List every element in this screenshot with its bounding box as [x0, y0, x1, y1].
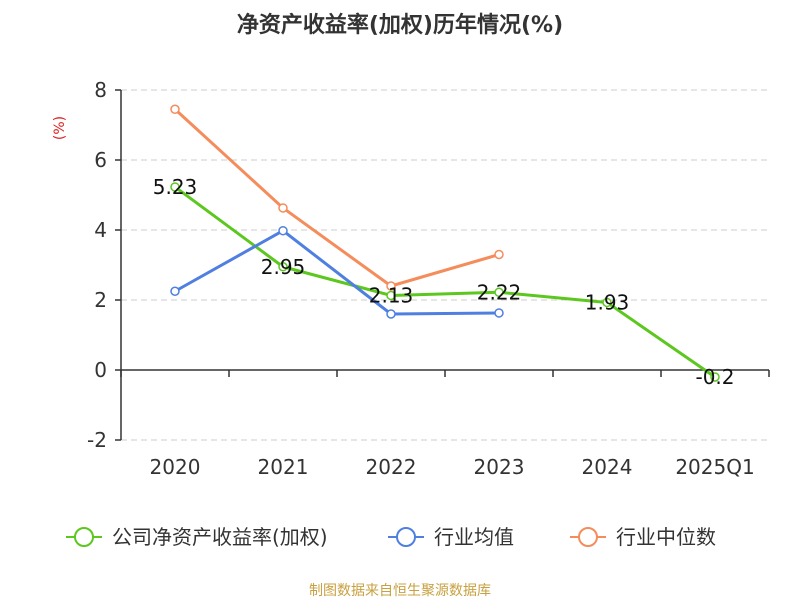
data-label: 2.13 — [369, 283, 414, 307]
source-note: 制图数据来自恒生聚源数据库 — [309, 583, 491, 599]
data-point — [386, 290, 396, 301]
data-label: 1.93 — [585, 290, 630, 314]
y-tick-labels: -2 0 2 4 6 8 — [87, 78, 107, 452]
series-line — [174, 229, 500, 316]
legend-label: 公司净资产收益率(加权) — [112, 525, 328, 549]
x-tick-labels: 2020 2021 2022 2023 2024 2025Q1 — [150, 455, 755, 479]
y-tick-label: -2 — [87, 428, 107, 452]
data-point — [710, 372, 720, 382]
x-tick-label: 2023 — [474, 455, 525, 479]
data-label: 5.23 — [153, 175, 198, 199]
y-tick-label: 0 — [94, 358, 107, 382]
data-point — [170, 104, 180, 114]
data-point — [278, 203, 288, 213]
data-labels: 5.23 2.95 2.13 2.22 1.93 -0.2 — [153, 175, 735, 389]
y-tick-label: 6 — [94, 148, 107, 172]
x-tick-label: 2025Q1 — [675, 455, 754, 479]
x-tick-label: 2021 — [258, 455, 309, 479]
data-label: 2.95 — [261, 255, 306, 279]
series-line — [173, 108, 500, 288]
legend-marker — [74, 527, 94, 547]
x-tick-label: 2020 — [150, 455, 201, 479]
data-point — [494, 249, 504, 260]
data-point — [494, 308, 504, 318]
y-tick-label: 8 — [94, 78, 107, 102]
data-label: -0.2 — [695, 365, 734, 389]
data-point — [386, 281, 396, 291]
legend-marker — [396, 527, 416, 547]
x-tick-label: 2024 — [582, 455, 633, 479]
series-line — [174, 185, 716, 379]
data-point — [170, 286, 180, 296]
data-point — [494, 287, 504, 298]
y-axis-unit-label: (%) — [52, 116, 68, 140]
chart-title: 净资产收益率(加权)历年情况(%) — [237, 12, 563, 38]
data-point — [602, 297, 612, 308]
x-tick-label: 2022 — [366, 455, 417, 479]
legend-marker — [578, 527, 598, 547]
legend: 公司净资产收益率(加权) 行业均值 行业中位数 — [66, 525, 716, 549]
series-lines — [170, 104, 720, 382]
data-point — [278, 262, 288, 272]
axes — [115, 89, 770, 441]
legend-label: 行业中位数 — [616, 525, 716, 549]
y-tick-label: 2 — [94, 288, 107, 312]
data-point — [278, 225, 288, 236]
grid-lines — [121, 89, 769, 441]
data-point — [386, 309, 396, 319]
y-tick-label: 4 — [94, 218, 107, 242]
data-label: 2.22 — [477, 280, 522, 304]
legend-label: 行业均值 — [434, 525, 514, 549]
data-point — [170, 182, 180, 192]
